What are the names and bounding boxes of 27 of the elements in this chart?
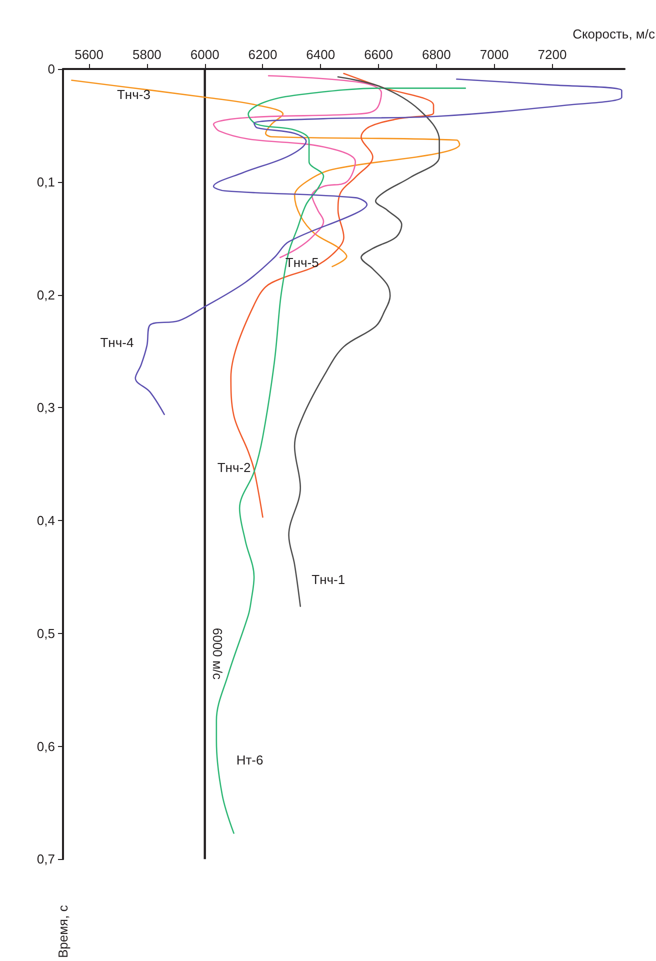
x-tick-label: 6800: [422, 47, 451, 62]
x-tick-label: 7000: [480, 47, 509, 62]
y-tick-label: 0: [48, 62, 55, 76]
series-label: Нт-6: [236, 752, 264, 768]
series-label: Тнч-3: [116, 86, 150, 102]
y-tick-label: 0,2: [36, 287, 55, 302]
y-tick-label: 0,5: [36, 626, 55, 641]
x-tick-label: 6400: [306, 47, 336, 62]
y-tick-label: 0,3: [36, 400, 55, 416]
line-series: [71, 80, 460, 268]
line-series: [212, 75, 382, 258]
ref-line-label: 6000 м/с: [210, 628, 225, 680]
y-tick-label: 0,1: [36, 174, 55, 190]
x-tick-label: 5800: [132, 47, 162, 62]
x-tick-label: 7200: [538, 47, 567, 62]
series-label: Тнч-1: [312, 572, 346, 587]
x-tick-label: 5600: [74, 47, 104, 62]
x-tick-label: 6000: [190, 47, 220, 62]
x-tick-label: 6200: [248, 47, 278, 62]
y-tick-label: 0,4: [36, 513, 55, 528]
y-tick-label: 0,6: [36, 738, 55, 754]
x-axis-title: Скорость, м/с: [572, 26, 656, 42]
y-axis-title: Время, с: [56, 904, 70, 958]
y-tick-label: 0,7: [36, 852, 55, 867]
series-label: Тнч-2: [217, 460, 251, 476]
series-label: Тнч-4: [100, 335, 134, 350]
x-tick-label: 6600: [364, 47, 393, 62]
